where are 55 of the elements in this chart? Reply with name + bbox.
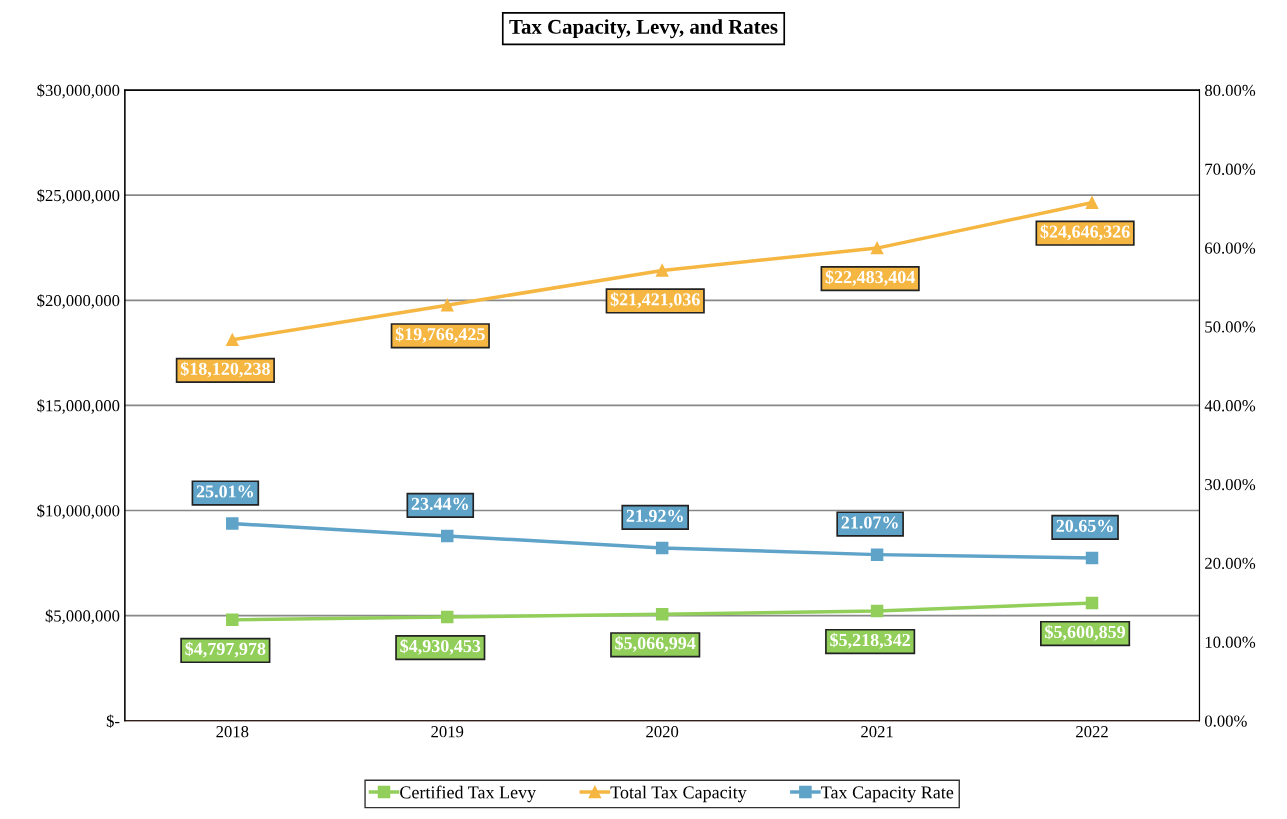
- y2-tick-label: 80.00%: [1204, 84, 1256, 97]
- legend-label: Total Tax Capacity: [610, 785, 747, 803]
- legend-label: Tax Capacity Rate: [821, 786, 954, 803]
- data-label: $18,120,238: [180, 361, 270, 378]
- data-label: 20.65%: [1056, 519, 1113, 532]
- y-tick-label: $30,000,000: [37, 83, 120, 99]
- point: [870, 241, 884, 255]
- point: [870, 548, 884, 561]
- point: [1085, 596, 1099, 610]
- data-label: $4,930,453: [400, 638, 481, 655]
- point: [440, 610, 454, 624]
- point: [226, 517, 239, 530]
- legend-label: Certified Tax Levy: [400, 785, 537, 803]
- point: [440, 529, 454, 543]
- point: [226, 613, 239, 627]
- y-tick-label: $-: [106, 714, 120, 728]
- data-label: $5,600,859: [1045, 624, 1126, 641]
- data-label: $21,421,036: [610, 292, 700, 309]
- point: [655, 264, 669, 277]
- data-label: 25.01%: [196, 485, 254, 498]
- x-tick-label: 2020: [646, 726, 679, 738]
- point: [870, 604, 884, 618]
- point: [226, 333, 239, 347]
- y2-tick-label: 70.00%: [1205, 163, 1256, 175]
- y2-tick-label: 30.00%: [1205, 478, 1256, 491]
- y2-tick-label: 10.00%: [1205, 636, 1256, 648]
- point: [1085, 551, 1099, 565]
- y-tick-label: $10,000,000: [37, 504, 120, 519]
- data-label: $4,797,978: [185, 641, 266, 658]
- data-label: 23.44%: [411, 497, 468, 510]
- chart-title: Tax Capacity, Levy, and Rates: [509, 19, 778, 39]
- y-tick-label: $15,000,000: [37, 399, 120, 414]
- data-label: $24,646,326: [1040, 224, 1130, 241]
- y2-tick-label: 40.00%: [1204, 400, 1256, 412]
- x-tick-label: 2022: [1076, 726, 1108, 738]
- point: [1085, 196, 1099, 209]
- y2-tick-label: 50.00%: [1205, 321, 1256, 333]
- x-tick-label: 2018: [216, 726, 249, 738]
- data-label: $5,218,342: [830, 632, 910, 649]
- x-tick-label: 2019: [431, 726, 464, 738]
- y2-tick-label: 60.00%: [1205, 242, 1256, 254]
- data-label: $19,766,425: [395, 327, 485, 343]
- point: [440, 298, 454, 312]
- y-tick-label: $25,000,000: [37, 188, 120, 204]
- y2-tick-label: 20.00%: [1205, 557, 1256, 570]
- y-tick-label: $5,000,000: [45, 609, 120, 624]
- data-label: 21.92%: [626, 509, 683, 522]
- y-tick-label: $20,000,000: [37, 294, 120, 309]
- data-label: $22,483,404: [825, 269, 915, 286]
- y2-tick-label: 0.00%: [1204, 715, 1247, 727]
- point: [655, 607, 669, 621]
- data-label: $5,066,994: [615, 636, 696, 652]
- x-tick-label: 2021: [861, 726, 893, 738]
- data-label: 21.07%: [841, 516, 898, 529]
- point: [655, 541, 669, 555]
